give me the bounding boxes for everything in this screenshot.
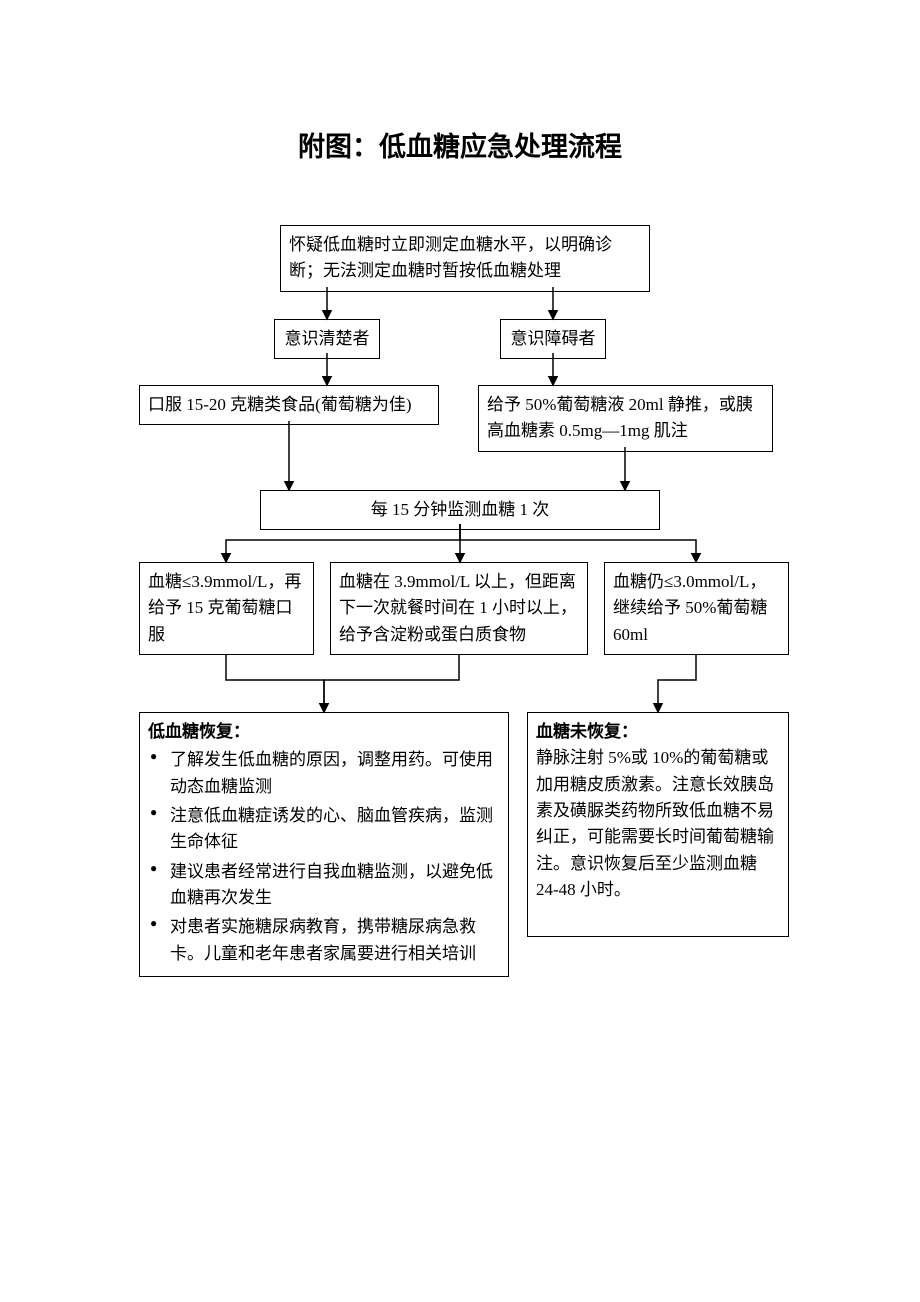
recovered-bullet: 注意低血糖症诱发的心、脑血管疾病，监测生命体征 (148, 803, 500, 856)
node-recovered: 低血糖恢复： 了解发生低血糖的原因，调整用药。可使用动态血糖监测 注意低血糖症诱… (139, 712, 509, 977)
page-title: 附图：低血糖应急处理流程 (0, 125, 920, 164)
node-not-recovered-text: 静脉注射 5%或 10%的葡萄糖或加用糖皮质激素。注意长效胰岛素及磺脲类药物所致… (536, 745, 780, 903)
node-unconscious: 意识障碍者 (500, 319, 606, 359)
node-branch-verylow-text: 血糖仍≤3.0mmol/L，继续给予 50%葡萄糖 60ml (613, 572, 767, 644)
node-recovered-list: 了解发生低血糖的原因，调整用药。可使用动态血糖监测 注意低血糖症诱发的心、脑血管… (148, 747, 500, 967)
node-monitor: 每 15 分钟监测血糖 1 次 (260, 490, 660, 530)
node-branch-low-text: 血糖≤3.9mmol/L，再给予 15 克葡萄糖口服 (148, 572, 301, 644)
node-start: 怀疑低血糖时立即测定血糖水平，以明确诊断；无法测定血糖时暂按低血糖处理 (280, 225, 650, 292)
node-conscious: 意识清楚者 (274, 319, 380, 359)
recovered-bullet: 建议患者经常进行自我血糖监测，以避免低血糖再次发生 (148, 859, 500, 912)
node-unconscious-text: 意识障碍者 (511, 329, 596, 348)
node-monitor-text: 每 15 分钟监测血糖 1 次 (371, 500, 550, 519)
node-conscious-text: 意识清楚者 (285, 329, 370, 348)
node-branch-low: 血糖≤3.9mmol/L，再给予 15 克葡萄糖口服 (139, 562, 314, 655)
node-branch-verylow: 血糖仍≤3.0mmol/L，继续给予 50%葡萄糖 60ml (604, 562, 789, 655)
recovered-bullet: 对患者实施糖尿病教育，携带糖尿病急救卡。儿童和老年患者家属要进行相关培训 (148, 914, 500, 967)
node-recovered-header: 低血糖恢复： (148, 719, 500, 745)
node-not-recovered-header: 血糖未恢复： (536, 719, 780, 745)
node-not-recovered: 血糖未恢复： 静脉注射 5%或 10%的葡萄糖或加用糖皮质激素。注意长效胰岛素及… (527, 712, 789, 937)
node-branch-mid: 血糖在 3.9mmol/L 以上，但距离下一次就餐时间在 1 小时以上，给予含淀… (330, 562, 588, 655)
node-oral-sugar-text: 口服 15-20 克糖类食品(葡萄糖为佳) (148, 395, 411, 414)
node-oral-sugar: 口服 15-20 克糖类食品(葡萄糖为佳) (139, 385, 439, 425)
node-branch-mid-text: 血糖在 3.9mmol/L 以上，但距离下一次就餐时间在 1 小时以上，给予含淀… (339, 572, 577, 644)
node-iv-glucose: 给予 50%葡萄糖液 20ml 静推，或胰高血糖素 0.5mg—1mg 肌注 (478, 385, 773, 452)
node-iv-glucose-text: 给予 50%葡萄糖液 20ml 静推，或胰高血糖素 0.5mg—1mg 肌注 (487, 395, 753, 440)
node-start-text: 怀疑低血糖时立即测定血糖水平，以明确诊断；无法测定血糖时暂按低血糖处理 (289, 235, 612, 280)
recovered-bullet: 了解发生低血糖的原因，调整用药。可使用动态血糖监测 (148, 747, 500, 800)
